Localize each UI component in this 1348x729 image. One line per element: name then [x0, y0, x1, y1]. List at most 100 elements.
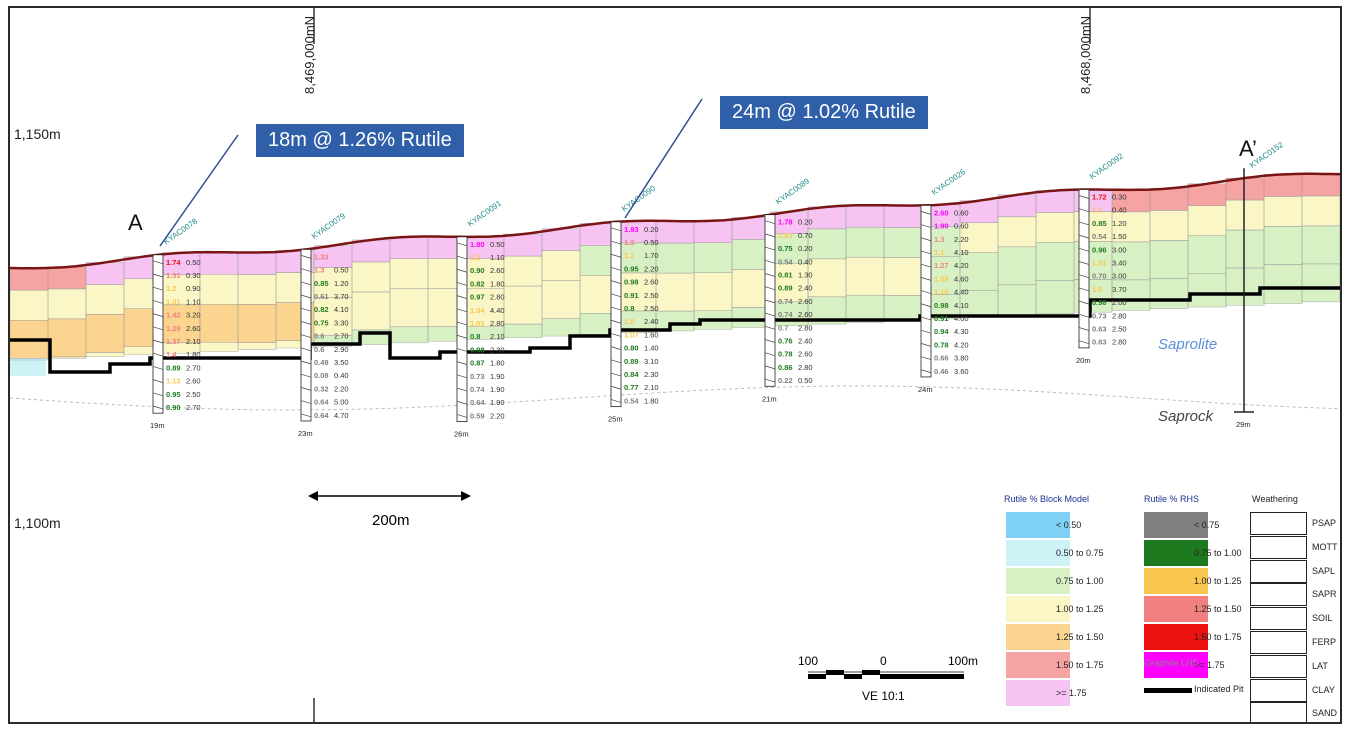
drillhole-depth: 25m [608, 415, 623, 424]
block-cell [656, 311, 695, 331]
sample-thickness: 4.20 [954, 340, 969, 349]
sample-grade: 0.82 [470, 279, 485, 288]
sample-thickness: 2.20 [490, 411, 505, 420]
sample-thickness: 2.50 [1112, 325, 1127, 334]
block-cell [1150, 210, 1189, 241]
weathering-hatch [152, 260, 164, 265]
block-cell [1188, 183, 1227, 206]
weathering-label: SAPR [1312, 589, 1337, 600]
sample-thickness: 4.60 [954, 274, 969, 283]
weathering-hatch [920, 263, 932, 268]
block-cell [466, 236, 505, 259]
block-cell [960, 290, 999, 318]
weathering-hatch [610, 253, 622, 258]
block-cell [1188, 235, 1227, 274]
block-cell [732, 269, 771, 308]
saprock-label: Saprock [1158, 408, 1214, 425]
sample-thickness: 2.10 [186, 337, 201, 346]
block-cell [922, 204, 961, 227]
legend-label: < 0.50 [1056, 520, 1082, 530]
legend-swatch [1144, 568, 1208, 594]
weathering-hatch [300, 307, 312, 312]
block-cell-outline [1339, 195, 1340, 227]
block-cell-outline [1339, 225, 1340, 265]
block-cell [808, 228, 847, 259]
sample-thickness: 3.10 [644, 357, 659, 366]
sample-thickness: 1.80 [490, 279, 505, 288]
block-cell [200, 304, 239, 343]
weathering-hatch [764, 286, 776, 291]
sample-thickness: 2.10 [490, 332, 505, 341]
sample-grade: 1.2 [166, 284, 176, 293]
sample-grade: 1.31 [166, 271, 181, 280]
weathering-label: CLAY [1312, 684, 1335, 695]
sample-grade: 1.10 [934, 288, 949, 297]
block-cell [162, 252, 201, 275]
sample-grade: 1.09 [934, 274, 949, 283]
weathering-hatch [920, 329, 932, 334]
block-cell [846, 205, 885, 228]
callout-leader-left [159, 134, 239, 247]
sample-thickness: 0.50 [490, 240, 505, 249]
sample-grade: 0.76 [778, 336, 793, 345]
block-cell [48, 266, 87, 289]
legend-swatch [1144, 624, 1208, 650]
sample-grade: 0.78 [934, 340, 949, 349]
block-cell [86, 352, 125, 357]
block-cell [352, 261, 391, 292]
sample-thickness: 3.00 [1112, 245, 1127, 254]
sample-thickness: 4.20 [954, 261, 969, 270]
sample-grade: 0.46 [934, 367, 949, 376]
block-cell [48, 356, 87, 359]
weathering-hatch [152, 313, 164, 317]
weathering-hatch [1078, 327, 1090, 331]
weathering-hatch [300, 413, 312, 418]
distance-arrow [308, 491, 471, 501]
northing-label-right: 8,468,000mN [1078, 15, 1093, 94]
indicated-pit-legend-bar [1144, 688, 1192, 693]
sample-grade: 0.7 [778, 323, 788, 332]
sample-thickness: 1.70 [644, 251, 659, 260]
block-cell [884, 295, 923, 321]
saprock-boundary [10, 385, 1339, 411]
weathering-hatch [300, 255, 312, 259]
sample-thickness: 0.20 [798, 244, 813, 253]
block-cell [846, 295, 885, 323]
weathering-hatch [610, 293, 622, 298]
drillhole: KYAC0091 1.80 0.50 1.2 1.10 0.90 2.60 0.82 1.80 0… [454, 198, 505, 438]
block-cell [656, 243, 695, 274]
weathering-label: SAPL [1312, 565, 1336, 576]
weathering-symbol [1250, 535, 1307, 559]
block-cell [1112, 189, 1151, 212]
weathering-hatch [920, 277, 932, 281]
block-cell [732, 217, 771, 240]
block-cell [1036, 190, 1075, 213]
weathering-hatch [456, 400, 468, 405]
block-cell [86, 262, 125, 285]
sample-thickness: 2.40 [644, 317, 659, 326]
sample-thickness: 0.60 [954, 222, 969, 231]
block-cell [770, 211, 809, 234]
drillhole-trace [920, 204, 932, 378]
block-cell [314, 297, 353, 336]
distance-label: 200m [372, 512, 410, 529]
weathering-hatch [610, 319, 622, 324]
weathering-hatch [764, 339, 776, 343]
sample-grade: 0.98 [934, 301, 949, 310]
weathering-hatch [764, 246, 776, 251]
block-cell [504, 324, 543, 338]
block-cell [1188, 205, 1227, 236]
block-cell [390, 326, 429, 343]
sample-thickness: 2.60 [644, 278, 659, 287]
weathering-label: FERP [1312, 637, 1337, 647]
weathering-hatch [610, 306, 622, 311]
block-cell-outline [10, 357, 49, 361]
block-cell [1226, 178, 1265, 201]
sample-grade: 0.6 [314, 332, 324, 341]
sample-thickness: 1.90 [490, 385, 505, 394]
sample-thickness: 1.60 [644, 330, 659, 339]
drillhole-id: KYAC0079 [310, 211, 348, 241]
block-cell [1112, 279, 1151, 311]
sample-grade: 0.75 [314, 318, 329, 327]
legend-swatch [1006, 680, 1070, 706]
